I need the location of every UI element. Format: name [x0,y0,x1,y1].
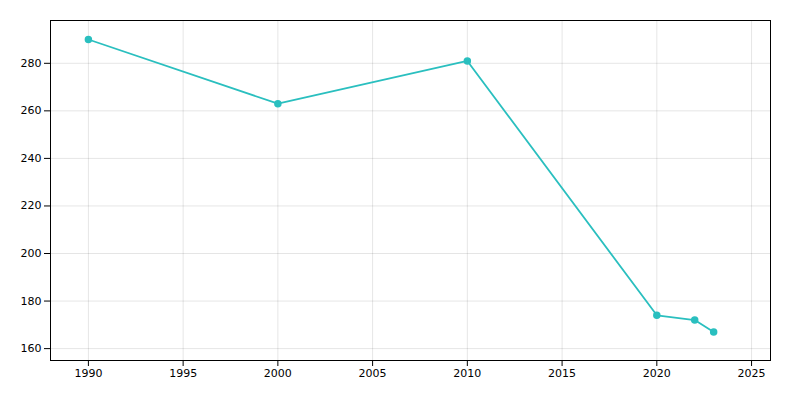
svg-text:200: 200 [21,247,42,260]
svg-text:2025: 2025 [738,367,766,380]
svg-text:240: 240 [21,152,42,165]
svg-text:2020: 2020 [643,367,671,380]
svg-text:220: 220 [21,199,42,212]
svg-text:180: 180 [21,295,42,308]
svg-text:280: 280 [21,57,42,70]
svg-text:2005: 2005 [359,367,387,380]
svg-text:160: 160 [21,342,42,355]
svg-text:260: 260 [21,104,42,117]
svg-text:1990: 1990 [74,367,102,380]
svg-text:2015: 2015 [548,367,576,380]
svg-text:2000: 2000 [264,367,292,380]
svg-text:1995: 1995 [169,367,197,380]
svg-text:2010: 2010 [453,367,481,380]
